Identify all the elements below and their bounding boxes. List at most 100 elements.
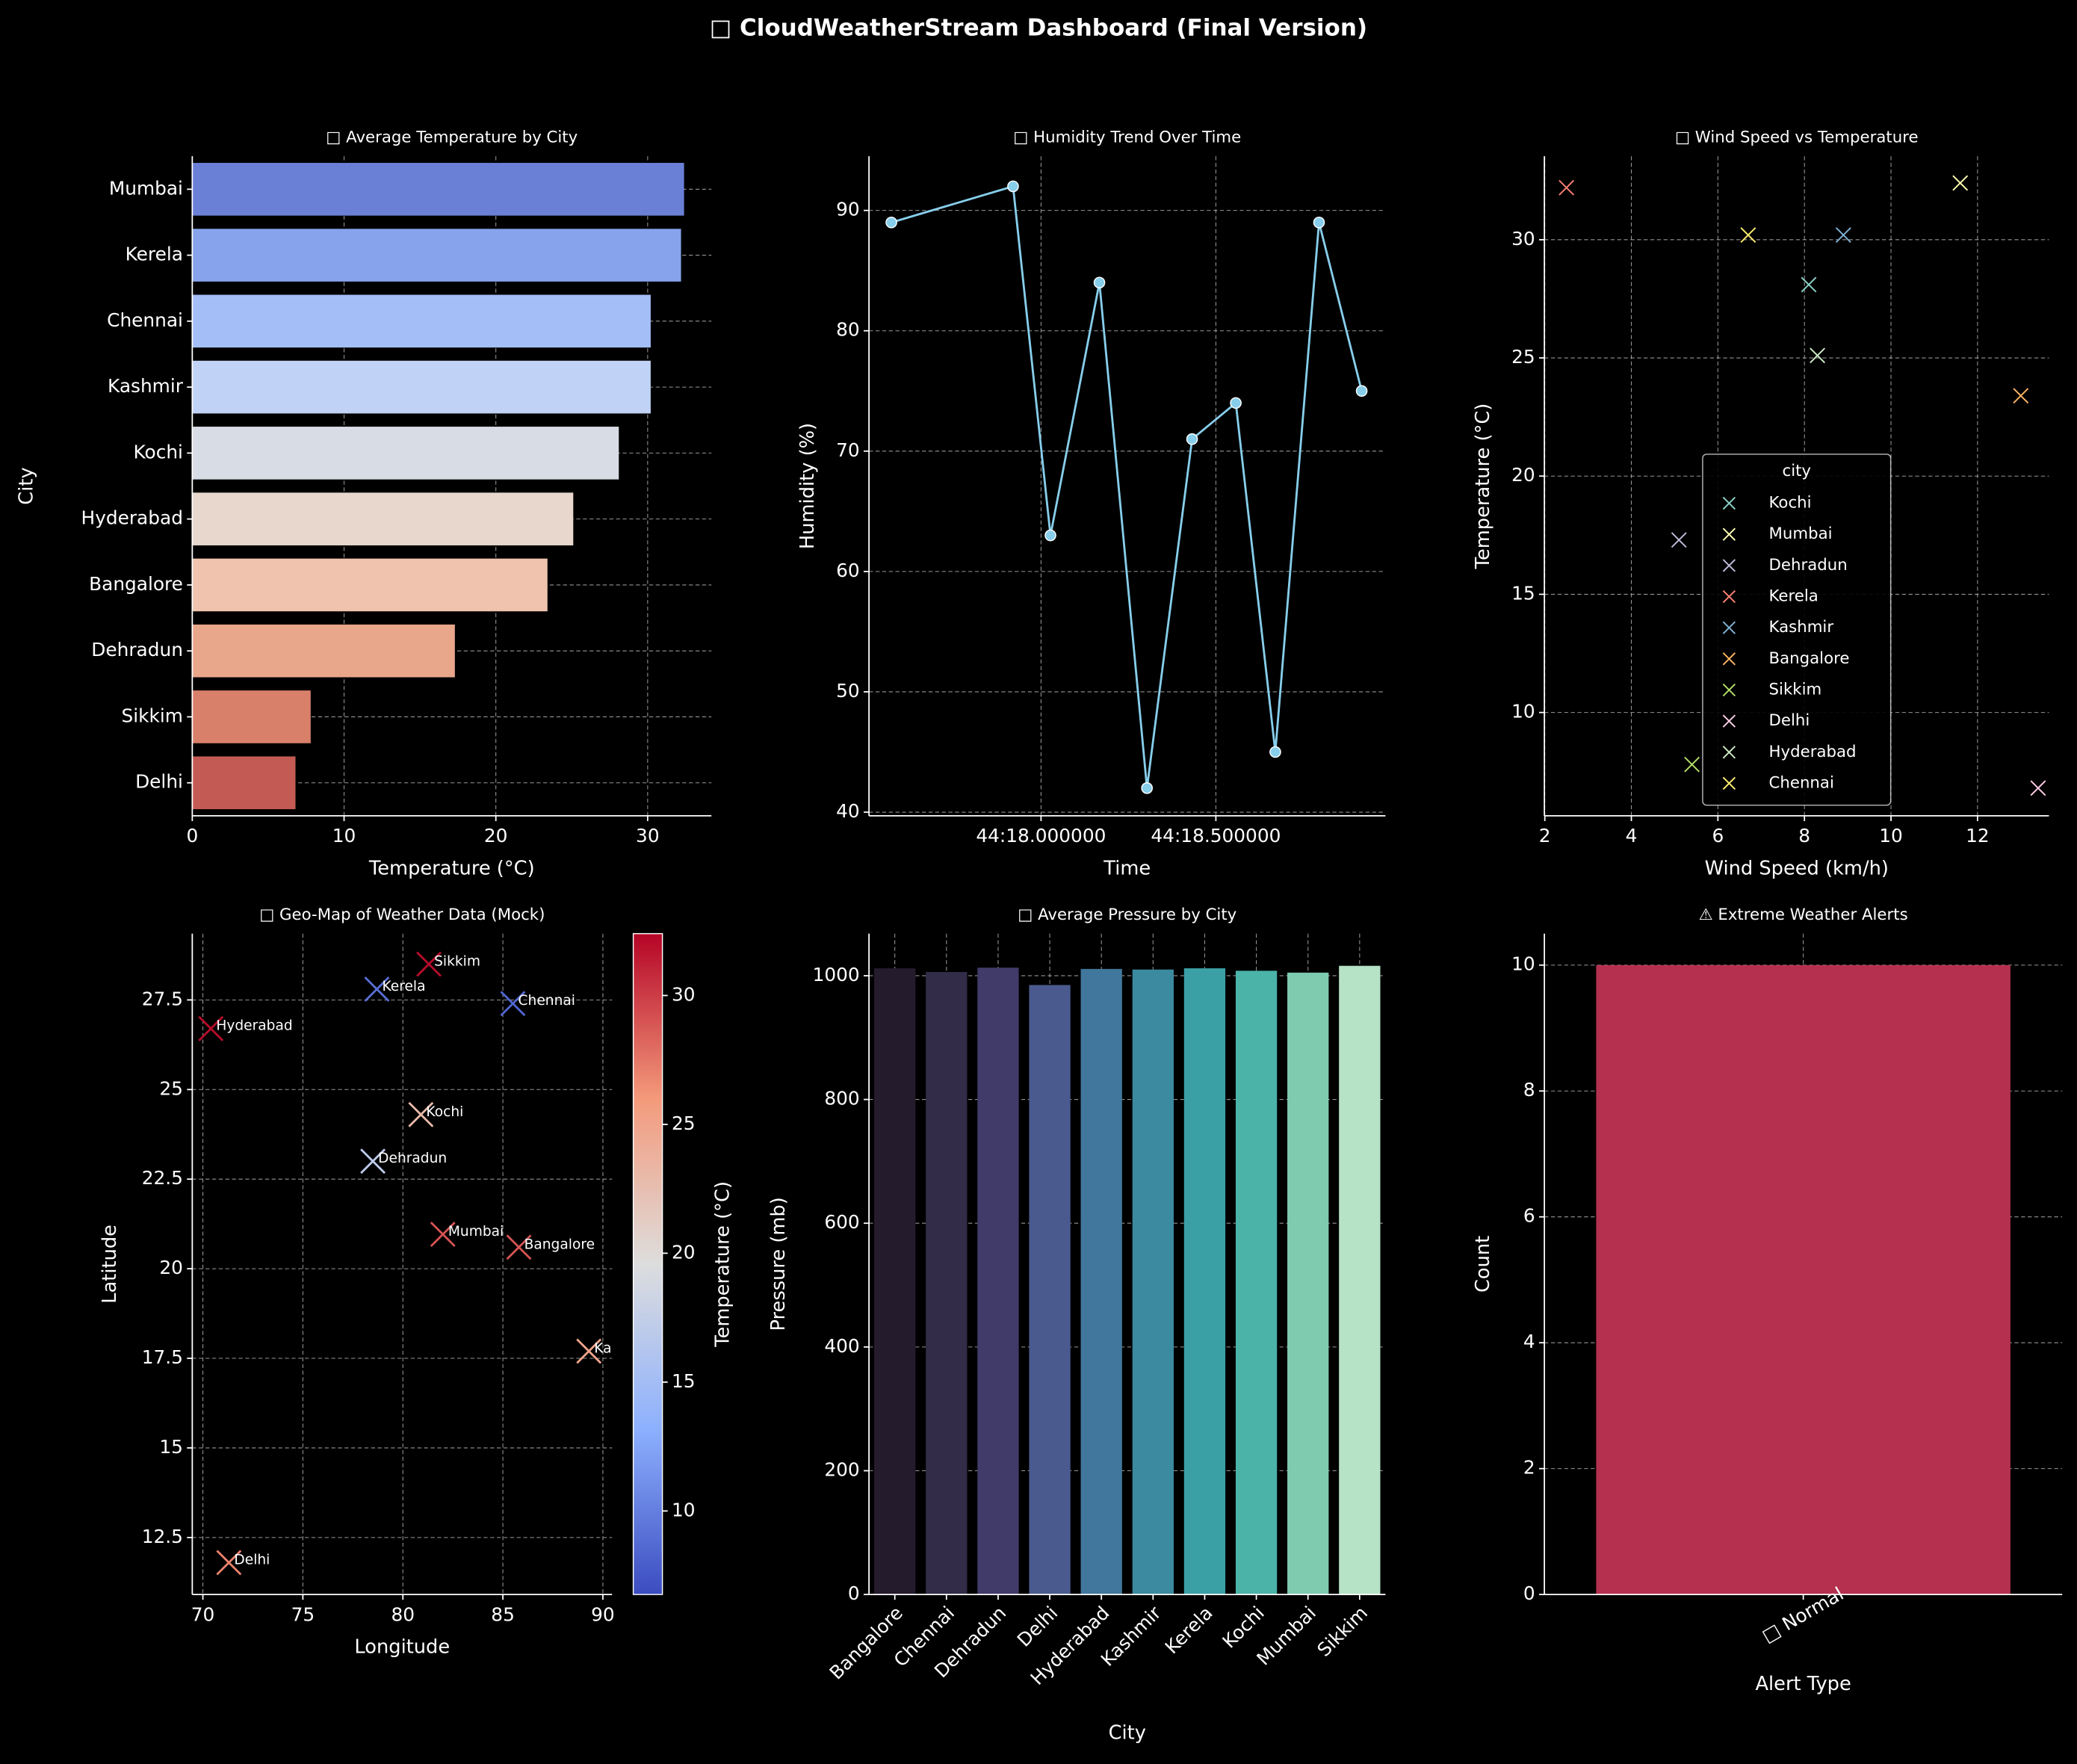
point xyxy=(408,1101,434,1127)
y-tick-label: 200 xyxy=(824,1458,859,1480)
point xyxy=(1093,276,1106,289)
chart-panel: ⚠ Extreme Weather Alerts Alert Type Count 0… xyxy=(1472,906,2063,1695)
legend-label: Sikkim xyxy=(1769,680,1822,699)
chart-title: □ Average Temperature by City xyxy=(326,128,578,146)
clipped-marks: Sikkim Kerela Chennai Hyderabad Kochi Dehradu… xyxy=(198,951,651,1576)
point xyxy=(1186,433,1198,445)
point xyxy=(1007,180,1019,193)
point xyxy=(1835,227,1851,243)
point xyxy=(1313,216,1325,229)
y-axis-label: Temperature (°C) xyxy=(1472,403,1494,570)
y-tick-label: 8 xyxy=(1523,1079,1535,1101)
x-tick-label: 6 xyxy=(1712,825,1724,847)
marks: Sikkim Kerela Chennai Hyderabad Kochi Dehradu… xyxy=(198,951,651,1576)
legend-marker xyxy=(1722,652,1736,666)
point xyxy=(2013,388,2029,404)
x-axis-label: Time xyxy=(1103,857,1151,879)
legend-label: Kashmir xyxy=(1769,618,1834,637)
chart-panel: □ Geo-Map of Weather Data (Mock) Longitud… xyxy=(99,906,734,1659)
point xyxy=(1952,175,1969,191)
y-tick-label: 80 xyxy=(836,319,860,341)
point xyxy=(1141,782,1154,794)
y-tick-label: 15 xyxy=(1511,582,1535,604)
legend-label: Mumbai xyxy=(1769,524,1833,543)
bar xyxy=(192,690,311,743)
bar xyxy=(192,162,684,216)
legend-label: Chennai xyxy=(1769,773,1834,792)
point-label: Kochi xyxy=(426,1104,463,1120)
legend-marker xyxy=(1722,776,1736,790)
x-tick-label: 75 xyxy=(291,1603,315,1625)
y-tick-label: 0 xyxy=(1523,1582,1535,1604)
bar xyxy=(1596,965,2011,1595)
point xyxy=(576,1338,602,1364)
x-tick-label: 80 xyxy=(391,1603,415,1625)
point-label: Kashmir xyxy=(594,1340,651,1356)
x-axis-label: Longitude xyxy=(354,1636,450,1659)
y-tick-label: 400 xyxy=(824,1335,859,1357)
chart-panel: □ Average Temperature by City Temperature… xyxy=(15,128,712,879)
y-tick-label: Sikkim xyxy=(122,705,183,726)
x-tick-label: 12 xyxy=(1966,825,1990,847)
marks xyxy=(192,162,684,810)
chart-title: ⚠ Extreme Weather Alerts xyxy=(1699,906,1908,924)
y-tick-label: 800 xyxy=(824,1088,859,1110)
chart-title: □ Wind Speed vs Temperature xyxy=(1675,128,1919,146)
legend-marker xyxy=(1722,589,1736,604)
y-tick-label: Chennai xyxy=(107,309,183,331)
y-tick-label: 22.5 xyxy=(142,1167,183,1189)
x-tick-label: 20 xyxy=(484,825,508,847)
chart-panel: □ Average Pressure by City City Pressure (… xyxy=(767,906,1386,1745)
grid xyxy=(192,933,613,1595)
chart-title: □ Average Pressure by City xyxy=(1018,906,1236,924)
bar xyxy=(192,756,296,810)
bar xyxy=(192,492,574,545)
point-label: Sikkim xyxy=(434,953,480,969)
point-label: Chennai xyxy=(519,993,575,1009)
legend-marker xyxy=(1722,621,1736,634)
point xyxy=(1269,746,1281,758)
point xyxy=(1044,529,1056,542)
legend-label: Kochi xyxy=(1769,494,1812,513)
bar xyxy=(874,968,916,1595)
colorbar-tick-label: 30 xyxy=(672,983,696,1005)
point-label: Bangalore xyxy=(524,1237,595,1252)
x-tick-label: 0 xyxy=(186,825,198,847)
point xyxy=(430,1222,456,1248)
legend-label: Delhi xyxy=(1769,711,1810,730)
legend-marker xyxy=(1722,496,1736,510)
y-tick-label: 60 xyxy=(836,560,860,581)
y-tick-label: 70 xyxy=(836,439,860,461)
y-tick-label: 27.5 xyxy=(142,988,183,1009)
point xyxy=(1230,397,1242,409)
legend-box xyxy=(1702,454,1892,806)
y-tick-label: 2 xyxy=(1523,1457,1535,1479)
bar xyxy=(192,294,651,348)
y-tick-label: Bangalore xyxy=(89,573,183,595)
chart-title: □ Humidity Trend Over Time xyxy=(1013,128,1241,146)
legend: city Kochi Mumbai Dehradun Kerela Kashmir Bang… xyxy=(1702,454,1892,806)
x-tick-label: 10 xyxy=(1879,825,1903,847)
x-tick-label: 44:18.500000 xyxy=(1151,825,1281,847)
legend-marker xyxy=(1722,683,1736,697)
x-axis-label: Alert Type xyxy=(1755,1673,1851,1695)
legend-marker xyxy=(1722,746,1736,759)
bar xyxy=(192,360,651,414)
y-tick-label: Kochi xyxy=(134,441,183,462)
y-tick-label: 0 xyxy=(848,1582,860,1604)
x-tick-label: 70 xyxy=(191,1603,215,1625)
y-axis-label: Latitude xyxy=(99,1225,121,1304)
bar xyxy=(926,971,968,1595)
y-tick-label: 20 xyxy=(1511,464,1535,486)
point-label: Hyderabad xyxy=(216,1018,292,1034)
y-axis-label: Humidity (%) xyxy=(796,423,819,549)
y-tick-label: 15 xyxy=(159,1436,183,1458)
legend-label: Hyderabad xyxy=(1769,743,1857,761)
y-tick-label: 17.5 xyxy=(142,1346,183,1368)
colorbar-tick-label: 10 xyxy=(672,1499,696,1520)
x-tick-label: 4 xyxy=(1626,825,1638,847)
point xyxy=(506,1234,532,1260)
bar xyxy=(1287,972,1329,1595)
